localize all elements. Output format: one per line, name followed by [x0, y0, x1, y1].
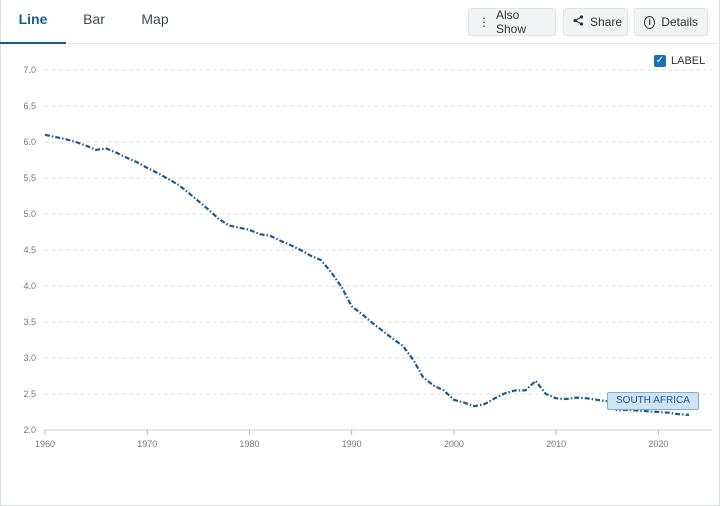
y-tick-label-4.0: 4.0: [23, 281, 36, 291]
x-axis-ticks: 1960 1970 1980 1990 2000 2010 2020: [35, 430, 668, 449]
details-button[interactable]: i Details: [634, 8, 708, 36]
x-tick-label-1980: 1980: [239, 439, 259, 449]
more-vertical-icon: ⋮: [478, 15, 490, 29]
line-chart: 2.02.53.03.54.04.55.05.56.06.57.0 1960 19…: [23, 65, 712, 449]
y-tick-label-3.0: 3.0: [23, 353, 36, 363]
chart-series: [44, 133, 690, 416]
label-toggle-text: LABEL: [671, 55, 706, 67]
x-tick-label-1990: 1990: [342, 439, 362, 449]
details-label: Details: [661, 15, 698, 29]
y-tick-label-5.5: 5.5: [23, 173, 36, 183]
y-tick-label-7.0: 7.0: [23, 65, 36, 75]
y-tick-label-2.5: 2.5: [23, 389, 36, 399]
view-tabs: Line Bar Map: [0, 0, 720, 44]
x-tick-label-1970: 1970: [137, 439, 157, 449]
y-tick-label-4.5: 4.5: [23, 245, 36, 255]
series-label-south-africa: SOUTH AFRICA: [607, 392, 699, 410]
label-toggle[interactable]: ✓ LABEL: [654, 55, 705, 67]
y-tick-label-2.0: 2.0: [23, 425, 36, 435]
x-tick-label-2020: 2020: [648, 439, 668, 449]
x-tick-label-2010: 2010: [546, 439, 566, 449]
chart-grid: [45, 69, 712, 431]
share-icon: [573, 15, 584, 29]
series-line-0: [44, 133, 690, 416]
also-show-label: Also Show: [496, 8, 527, 36]
label-checkbox-icon[interactable]: ✓: [654, 55, 666, 67]
share-button[interactable]: Share: [563, 8, 628, 36]
y-tick-label-6.0: 6.0: [23, 137, 36, 147]
y-tick-label-3.5: 3.5: [23, 317, 36, 327]
share-label: Share: [590, 15, 623, 29]
info-icon: i: [644, 15, 656, 29]
tab-line[interactable]: Line: [0, 0, 66, 44]
tab-bar[interactable]: Bar: [83, 11, 105, 27]
x-tick-label-2000: 2000: [444, 439, 464, 449]
also-show-button[interactable]: ⋮ Also Show: [468, 8, 556, 36]
y-axis-ticks: 2.0 2.5 3.0 3.5 4.0 4.5 5.0 5.5 6.0 6.5 7.0: [23, 65, 36, 435]
y-tick-label-6.5: 6.5: [23, 101, 36, 111]
y-tick-label-5.0: 5.0: [23, 209, 36, 219]
tab-map[interactable]: Map: [141, 11, 169, 27]
x-tick-label-1960: 1960: [35, 439, 55, 449]
